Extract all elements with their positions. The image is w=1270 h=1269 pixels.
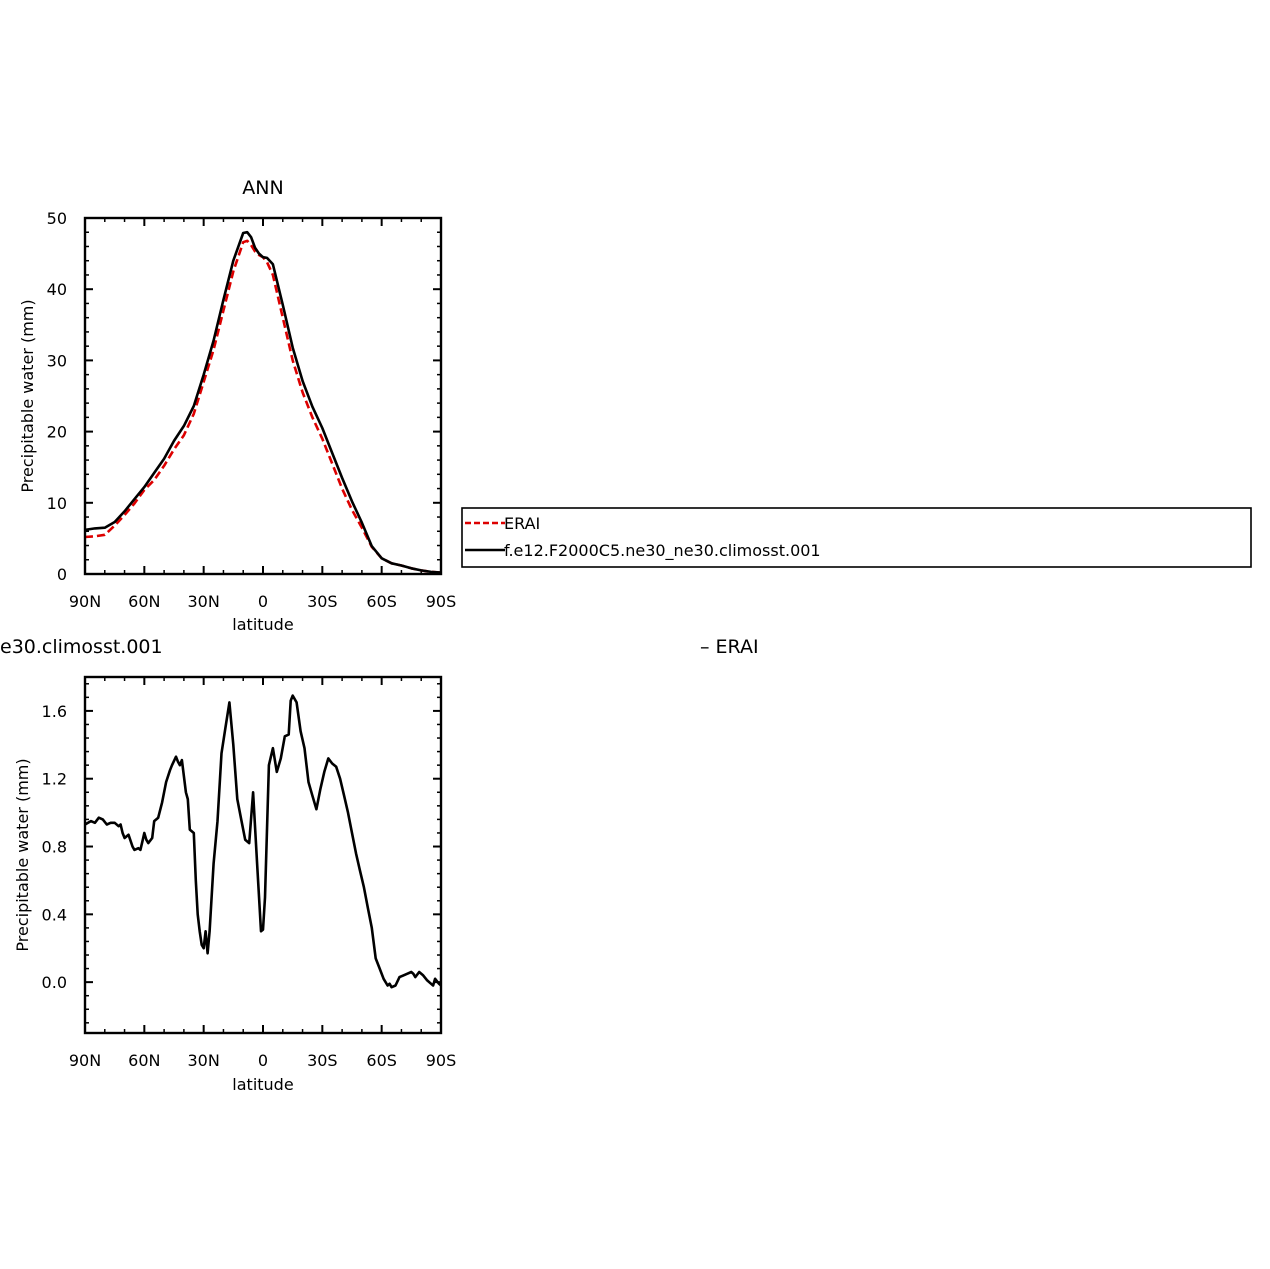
bottom-x-tick-label: 90S	[426, 1051, 457, 1070]
top-y-tick-label: 50	[47, 209, 67, 228]
bottom-series-line-0	[84, 694, 442, 989]
legend-label-erai: ERAI	[504, 514, 540, 533]
bottom-y-tick-label: 1.2	[42, 770, 67, 789]
top-x-tick-label: 90N	[69, 592, 101, 611]
top-series-group	[84, 230, 442, 574]
top-y-tick-label: 10	[47, 494, 67, 513]
bottom-chart-title-right-text: ERAI	[716, 636, 759, 658]
top-x-tick-label: 0	[258, 592, 268, 611]
top-y-tick-label: 30	[47, 351, 67, 370]
top-axis-ticks: 90N 60N 30N 0 30S 60S 90S 0 10 20 30 40 50	[47, 209, 457, 611]
top-plot-frame	[83, 216, 443, 576]
top-x-axis-label: latitude	[232, 615, 293, 634]
bottom-x-tick-label: 30S	[307, 1051, 338, 1070]
bottom-y-axis-label: Precipitable water (mm)	[13, 758, 32, 951]
top-x-tick-label: 60N	[128, 592, 160, 611]
bottom-series-group	[84, 694, 442, 989]
bottom-x-tick-label: 60S	[366, 1051, 397, 1070]
legend-label-model: f.e12.F2000C5.ne30_ne30.climosst.001	[504, 541, 821, 561]
top-y-axis-label: Precipitable water (mm)	[18, 299, 37, 492]
bottom-chart-title: e30.climosst.001	[0, 636, 163, 658]
legend-box	[461, 507, 1252, 568]
bottom-chart-title-right: – ERAI	[700, 636, 759, 658]
top-y-tick-label: 20	[47, 423, 67, 442]
bottom-plot-frame	[83, 675, 443, 1035]
bottom-x-tick-label: 60N	[128, 1051, 160, 1070]
top-series-line-1	[84, 230, 442, 574]
top-panel: ANN Precipitable water (mm) latitude 90N…	[18, 177, 456, 634]
top-y-tick-label: 40	[47, 280, 67, 299]
bottom-panel: e30.climosst.001 – ERAI Precipitable wat…	[0, 636, 759, 1094]
bottom-x-tick-label: 90N	[69, 1051, 101, 1070]
top-x-tick-label: 60S	[366, 592, 397, 611]
top-x-tick-label: 30N	[188, 592, 220, 611]
bottom-x-tick-label: 0	[258, 1051, 268, 1070]
bottom-y-tick-label: 0.4	[42, 905, 67, 924]
top-y-tick-label: 0	[57, 565, 67, 584]
top-x-tick-label: 90S	[426, 592, 457, 611]
bottom-x-tick-label: 30N	[188, 1051, 220, 1070]
title-dash: –	[700, 636, 716, 658]
bottom-y-tick-label: 1.6	[42, 702, 67, 721]
bottom-x-axis-label: latitude	[232, 1075, 293, 1094]
top-series-line-0	[84, 239, 442, 574]
top-chart-title: ANN	[242, 177, 283, 199]
bottom-y-tick-label: 0.0	[42, 973, 67, 992]
bottom-y-tick-label: 0.8	[42, 838, 67, 857]
bottom-axis-ticks: 90N 60N 30N 0 30S 60S 90S 0.0 0.4 0.8 1.2 1.6	[42, 677, 457, 1070]
top-x-tick-label: 30S	[307, 592, 338, 611]
legend: ERAI f.e12.F2000C5.ne30_ne30.climosst.00…	[461, 507, 1252, 568]
